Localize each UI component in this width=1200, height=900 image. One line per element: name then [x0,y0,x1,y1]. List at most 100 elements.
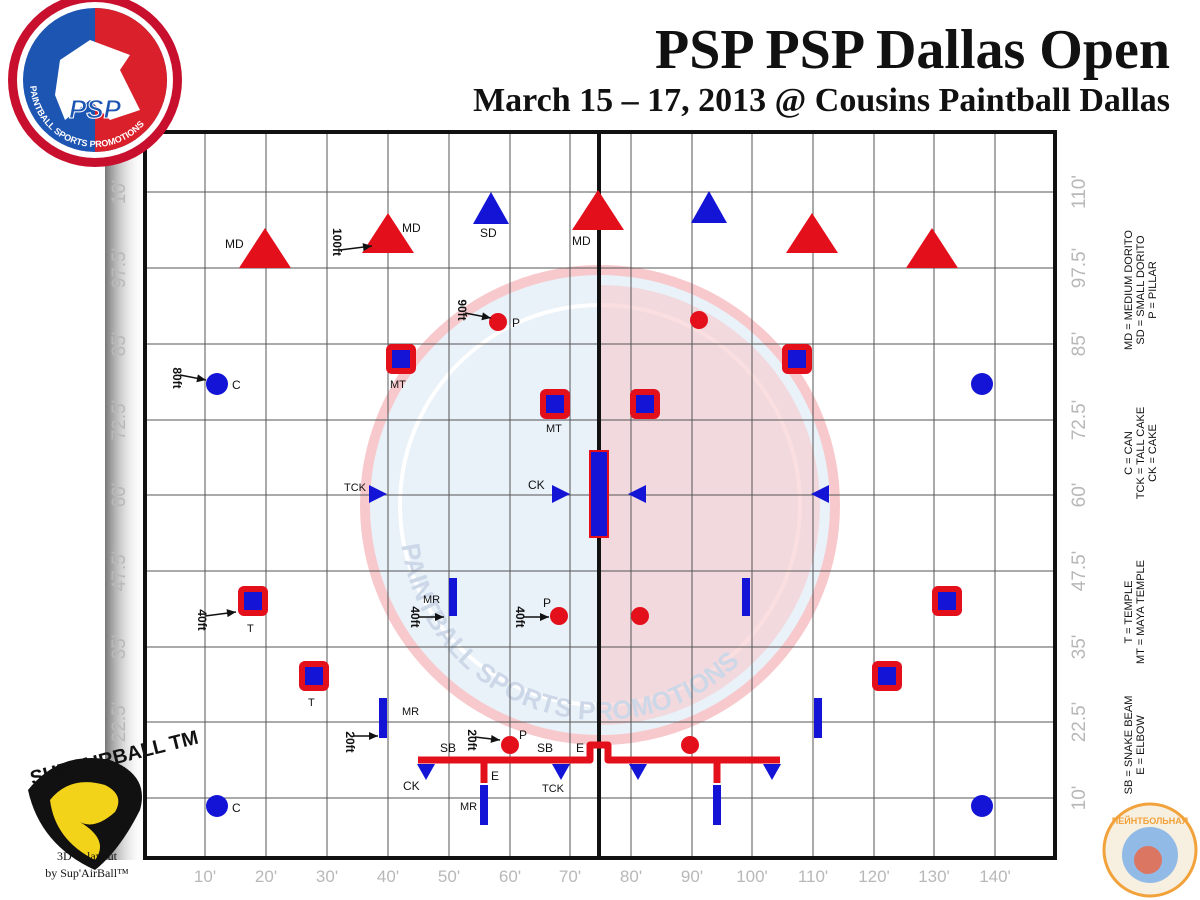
sb-label: SB [440,741,456,755]
distance-label: 100ft [330,228,344,256]
x-axis-labels: 10' 20' 30' 40' 50' 60' 70' 80' 90' 100' 110' 120' 1… [194,867,1011,886]
distance-label: 40ft [195,609,209,630]
pillar [489,313,507,331]
md-label: MD [572,234,591,248]
cake-down [763,764,781,780]
legend-line: SB = SNAKE BEAM [1123,696,1135,795]
p-label: P [512,316,520,330]
distance-arrow-head [481,312,491,321]
p-label: P [519,728,527,742]
p-label: P [543,596,551,610]
bunkers [206,190,993,825]
y-axis-label-left: 47.5' [109,551,130,592]
x-axis-label: 50' [438,867,460,886]
temple-label: T [247,623,254,635]
center-cake-outline [589,450,609,538]
pillar [631,607,649,625]
legend-line: MD = MEDIUM DORITO [1123,230,1135,350]
can [971,795,993,817]
tall-cake [369,485,387,503]
cake [628,485,646,503]
mini-rocket [379,698,387,738]
mini-rocket [814,698,822,738]
y-axis-label-right: 35' [1069,635,1090,660]
distance-arrow-head [226,609,236,618]
small-dorito [473,192,509,224]
c-label: C [232,378,241,392]
maya-temple-core [788,350,806,368]
legend-line: MT = MAYA TEMPLE [1135,560,1147,664]
medium-dorito [239,228,291,268]
legend-line: C = CAN [1123,431,1135,475]
psp-logo: PSP PAINTBALL SPORTS PROMOTIONS [8,0,182,167]
mini-rocket [742,578,750,616]
mt-label: MT [390,379,406,391]
legend-line: E = ELBOW [1135,715,1147,775]
pillar [501,736,519,754]
medium-dorito [572,190,624,230]
distance-label: 40ft [408,606,422,627]
cake-down [629,764,647,780]
y-axis-label-right: 60' [1069,483,1090,508]
can [206,795,228,817]
mini-rocket [449,578,457,616]
snake-beam [418,741,780,764]
legend-line: T = TEMPLE [1123,581,1135,644]
maya-temple-core [546,395,564,413]
distance-label: 20ft [465,729,479,750]
temple-core [938,592,956,610]
x-axis-label: 100' [736,867,768,886]
distance-arrow-head [435,613,444,621]
x-axis-label: 130' [918,867,950,886]
small-dorito [691,191,727,223]
tck-label: TCK [344,482,367,494]
medium-dorito [786,213,838,253]
temple-label: T [308,697,315,709]
mini-rocket [480,785,488,825]
distance-arrow-head [490,734,500,743]
temple-core [878,667,896,685]
left-fade [105,135,145,860]
tall-cake [811,485,829,503]
temple-core [305,667,323,685]
distance-arrow-head [369,732,378,740]
md-label: MD [225,237,244,251]
legend-line: CK = CAKE [1147,424,1159,482]
ck-label: CK [528,478,545,492]
y-axis-label-left: 35' [109,635,130,660]
y-axis-label-left: 97.5' [109,248,130,289]
distance-label: 90ft [455,299,469,320]
md-label: MD [402,221,421,235]
y-axis-label-left: 10' [109,180,130,205]
y-axis-label-right: 110' [1069,175,1090,209]
y-axis-label-right: 72.5' [1069,400,1090,441]
can [206,373,228,395]
distance-arrow-head [196,374,206,383]
legend-line: P = PILLAR [1147,261,1159,319]
x-axis-label: 90' [681,867,703,886]
page-title: PSP PSP Dallas Open [655,19,1170,81]
maya-temple-core [392,350,410,368]
pillar [681,736,699,754]
bunker-labels: MD MD MD SD P P P C C MT MT T T TCK CK MR MR MR SB SB E E CK TC… [170,221,591,815]
medium-dorito [362,213,414,253]
mr-label: MR [402,706,419,718]
credit-line-1: 3D & layout [57,849,117,863]
distance-arrow-head [362,243,372,252]
e-label: E [576,741,584,755]
y-axis-label-right: 47.5' [1069,551,1090,592]
credit-line-2: by Sup'AirBall™ [45,866,129,880]
distance-label: 40ft [513,606,527,627]
mt-label: MT [546,423,562,435]
psp-logo-mark: PSP [69,94,122,124]
legend-line: TCK = TALL CAKE [1135,407,1147,499]
tck-label: TCK [542,783,565,795]
c-label: C [232,801,241,815]
legend-line: SD = SMALL DORITO [1135,235,1147,345]
x-axis-label: 70' [559,867,581,886]
pillar [550,607,568,625]
corner-logo: ПЕЙНТБОЛЬНАЯ [1102,802,1198,898]
cake-down [417,764,435,780]
x-axis-label: 60' [499,867,521,886]
